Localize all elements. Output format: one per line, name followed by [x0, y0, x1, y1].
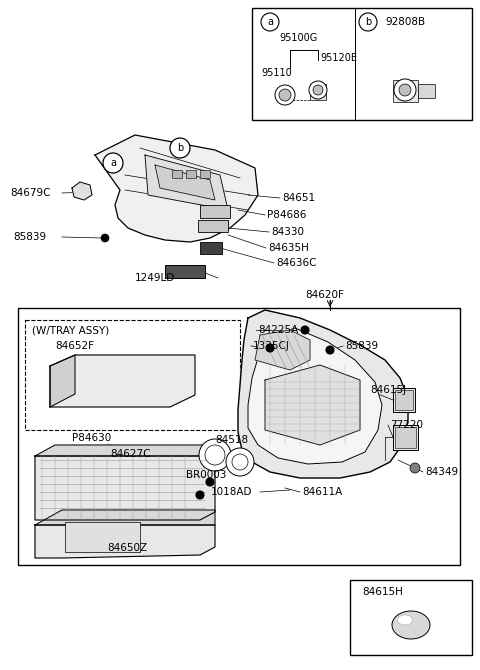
- Text: b: b: [365, 17, 371, 27]
- Bar: [172, 170, 182, 178]
- Bar: [200, 170, 210, 178]
- Ellipse shape: [392, 611, 430, 639]
- Text: 84611A: 84611A: [302, 487, 342, 497]
- Ellipse shape: [397, 615, 412, 625]
- Bar: [165, 265, 205, 278]
- Circle shape: [199, 439, 231, 471]
- Circle shape: [232, 454, 248, 470]
- Polygon shape: [50, 355, 75, 407]
- Text: 84615H: 84615H: [362, 587, 403, 597]
- Circle shape: [266, 344, 274, 352]
- Polygon shape: [265, 365, 360, 445]
- Text: 84651: 84651: [282, 193, 315, 203]
- Bar: [120, 380, 150, 395]
- Text: 84636C: 84636C: [276, 258, 316, 268]
- Circle shape: [301, 326, 309, 334]
- Circle shape: [279, 89, 291, 101]
- Circle shape: [261, 13, 279, 31]
- Text: 84652F: 84652F: [55, 341, 94, 351]
- Bar: [198, 220, 228, 232]
- Polygon shape: [35, 456, 215, 520]
- Text: 84615J: 84615J: [370, 385, 406, 395]
- Polygon shape: [155, 165, 215, 200]
- Polygon shape: [35, 445, 220, 456]
- Bar: [18, 308, 460, 565]
- Text: 84349: 84349: [425, 467, 458, 477]
- Text: 84620F: 84620F: [305, 290, 344, 300]
- Polygon shape: [95, 135, 258, 242]
- Text: 1249LD: 1249LD: [135, 273, 175, 283]
- Polygon shape: [255, 330, 310, 370]
- Text: 77220: 77220: [390, 420, 423, 430]
- Bar: [25, 320, 240, 430]
- Circle shape: [196, 491, 204, 499]
- Text: 84225A: 84225A: [258, 325, 298, 335]
- Polygon shape: [248, 328, 382, 464]
- Text: b: b: [177, 143, 183, 153]
- Text: BR0003: BR0003: [186, 470, 227, 480]
- Circle shape: [400, 85, 410, 95]
- Circle shape: [205, 445, 225, 465]
- Circle shape: [394, 79, 416, 101]
- Bar: [393, 388, 415, 412]
- Bar: [277, 88, 291, 100]
- Polygon shape: [72, 182, 92, 200]
- Circle shape: [326, 346, 334, 354]
- Bar: [186, 170, 196, 178]
- Text: 85839: 85839: [13, 232, 46, 242]
- Circle shape: [170, 138, 190, 158]
- Circle shape: [280, 90, 290, 100]
- Text: P84630: P84630: [72, 433, 111, 443]
- Bar: [200, 242, 222, 254]
- Circle shape: [399, 84, 411, 96]
- Bar: [350, 580, 472, 655]
- Polygon shape: [145, 155, 228, 210]
- Text: a: a: [267, 17, 273, 27]
- Bar: [200, 205, 230, 218]
- Text: 84679C: 84679C: [10, 188, 50, 198]
- Polygon shape: [238, 310, 408, 478]
- Circle shape: [226, 448, 254, 476]
- Text: 92808B: 92808B: [385, 17, 425, 27]
- Text: a: a: [110, 158, 116, 168]
- Circle shape: [206, 478, 214, 486]
- Bar: [395, 390, 413, 410]
- Text: 84330: 84330: [271, 227, 304, 237]
- Text: 95100G: 95100G: [280, 33, 318, 43]
- Circle shape: [101, 234, 109, 242]
- Circle shape: [359, 13, 377, 31]
- Polygon shape: [35, 525, 215, 558]
- Circle shape: [103, 153, 123, 173]
- Text: 95110: 95110: [261, 68, 292, 78]
- Bar: [310, 84, 326, 100]
- Text: 84518: 84518: [215, 435, 248, 445]
- Circle shape: [275, 85, 295, 105]
- Bar: [393, 425, 418, 450]
- Text: 95120E: 95120E: [320, 53, 357, 63]
- Text: 1335CJ: 1335CJ: [253, 341, 290, 351]
- Bar: [418, 84, 435, 98]
- Bar: [395, 427, 416, 448]
- Bar: [393, 80, 418, 102]
- Circle shape: [410, 463, 420, 473]
- Polygon shape: [50, 355, 195, 407]
- Circle shape: [314, 86, 322, 94]
- Bar: [65, 522, 140, 552]
- Circle shape: [313, 85, 323, 95]
- Text: 84627C: 84627C: [110, 449, 151, 459]
- Text: (W/TRAY ASSY): (W/TRAY ASSY): [32, 325, 109, 335]
- Bar: [252, 8, 472, 120]
- Text: 1018AD: 1018AD: [211, 487, 252, 497]
- Text: 84635H: 84635H: [268, 243, 309, 253]
- Text: P84686: P84686: [267, 210, 306, 220]
- Text: 85839: 85839: [345, 341, 378, 351]
- Text: 84650Z: 84650Z: [107, 543, 147, 553]
- Circle shape: [309, 81, 327, 99]
- Polygon shape: [35, 510, 215, 525]
